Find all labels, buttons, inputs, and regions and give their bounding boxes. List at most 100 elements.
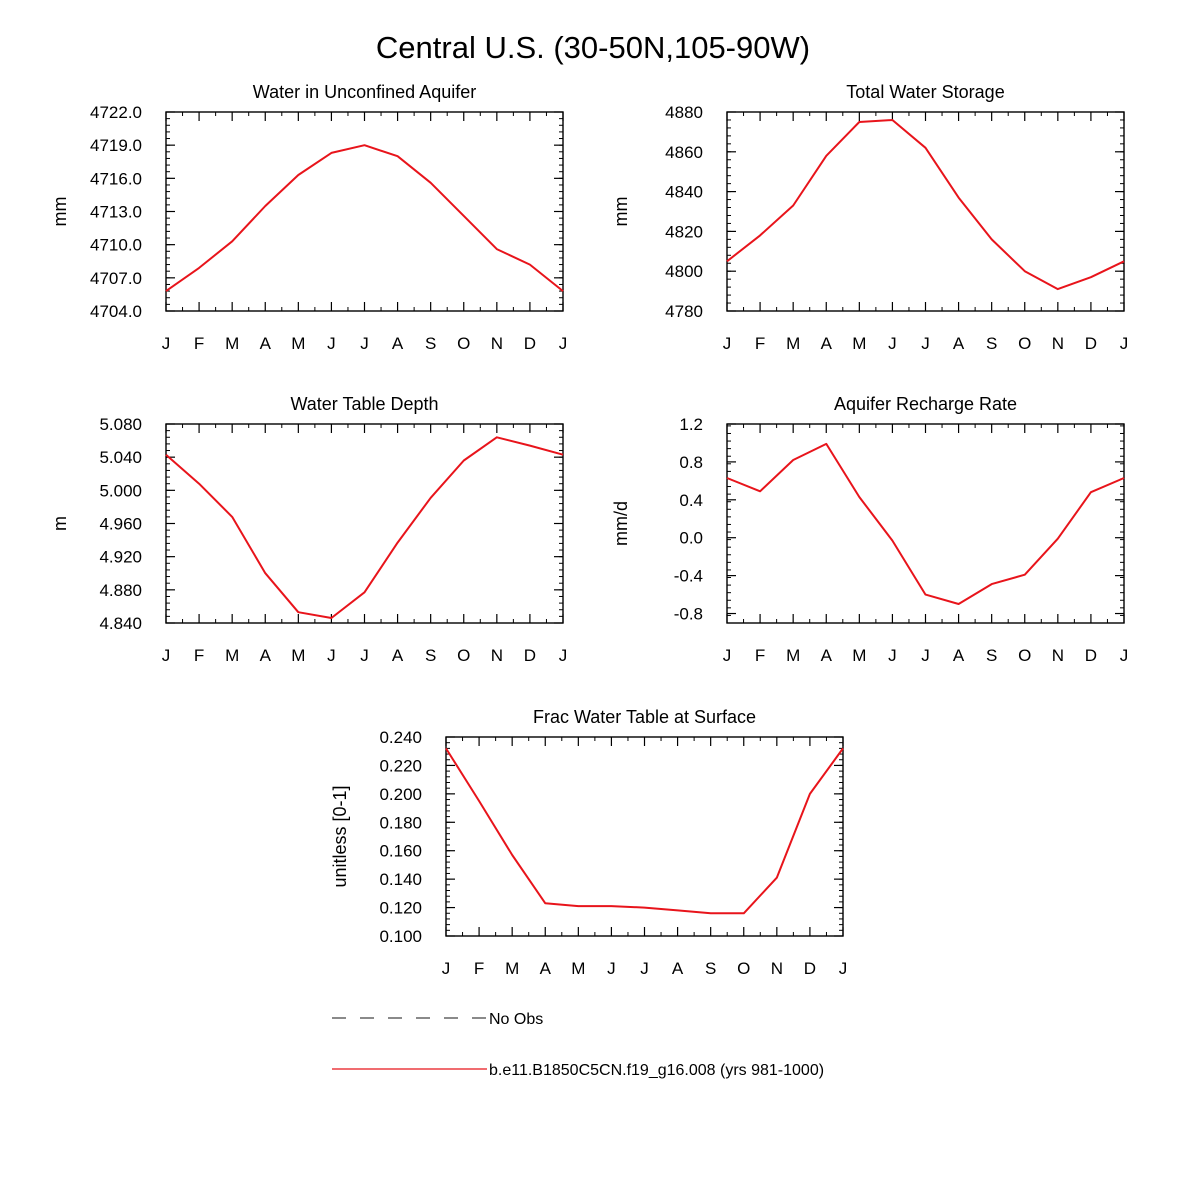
x-tick-label: A — [821, 646, 833, 665]
x-tick-label: J — [921, 646, 930, 665]
y-tick-label: 4840 — [665, 183, 703, 202]
x-tick-label: N — [1052, 646, 1064, 665]
series-line — [726, 119, 1125, 291]
series-line — [445, 747, 844, 915]
x-tick-label: J — [607, 959, 616, 978]
x-tick-label: J — [640, 959, 649, 978]
x-tick-label: F — [194, 646, 204, 665]
y-tick-label: 0.120 — [379, 899, 422, 918]
x-tick-label: N — [1052, 334, 1064, 353]
x-tick-label: J — [723, 646, 732, 665]
y-tick-label: 4.920 — [99, 548, 142, 567]
y-tick-label: 0.180 — [379, 813, 422, 832]
y-tick-label: 4.880 — [99, 581, 142, 600]
series-line — [165, 144, 564, 292]
x-tick-label: D — [1085, 334, 1097, 353]
y-tick-label: 4.840 — [99, 614, 142, 633]
x-tick-label: J — [327, 646, 336, 665]
x-tick-label: F — [474, 959, 484, 978]
y-tick-label: 4880 — [665, 103, 703, 122]
panel-title: Aquifer Recharge Rate — [834, 394, 1017, 414]
x-tick-label: F — [194, 334, 204, 353]
y-tick-label: 4713.0 — [90, 203, 142, 222]
x-tick-label: O — [457, 334, 470, 353]
y-tick-label: 5.080 — [99, 415, 142, 434]
x-tick-label: J — [921, 334, 930, 353]
figure-title: Central U.S. (30-50N,105-90W) — [376, 30, 810, 65]
x-tick-label: O — [1018, 646, 1031, 665]
y-tick-label: 4820 — [665, 222, 703, 241]
y-tick-label: 4860 — [665, 143, 703, 162]
x-tick-label: J — [888, 334, 897, 353]
x-tick-label: A — [260, 646, 272, 665]
y-tick-label: 0.220 — [379, 756, 422, 775]
panel-title: Water in Unconfined Aquifer — [253, 82, 476, 102]
x-tick-label: J — [327, 334, 336, 353]
y-tick-label: 0.4 — [679, 491, 703, 510]
x-tick-label: J — [360, 646, 369, 665]
panel-title: Total Water Storage — [846, 82, 1004, 102]
series-line — [165, 436, 564, 619]
y-tick-label: 4707.0 — [90, 269, 142, 288]
legend-label-model: b.e11.B1850C5CN.f19_g16.008 (yrs 981-100… — [489, 1062, 824, 1079]
x-tick-label: J — [360, 334, 369, 353]
x-tick-label: J — [559, 334, 568, 353]
y-tick-label: 4722.0 — [90, 103, 142, 122]
y-tick-label: 0.240 — [379, 728, 422, 747]
x-tick-label: D — [804, 959, 816, 978]
y-tick-label: 0.200 — [379, 785, 422, 804]
plot-frame — [165, 111, 564, 312]
y-tick-label: 4719.0 — [90, 136, 142, 155]
y-axis-label: mm/d — [611, 501, 631, 546]
y-tick-label: 0.100 — [379, 927, 422, 946]
x-tick-label: M — [786, 646, 800, 665]
x-tick-label: D — [524, 646, 536, 665]
x-tick-label: O — [737, 959, 750, 978]
x-tick-label: J — [162, 334, 171, 353]
x-tick-label: D — [1085, 646, 1097, 665]
y-tick-label: 0.160 — [379, 842, 422, 861]
x-tick-label: A — [392, 646, 404, 665]
y-tick-label: 0.8 — [679, 453, 703, 472]
x-tick-label: A — [540, 959, 552, 978]
x-tick-label: M — [852, 334, 866, 353]
y-tick-label: 0.140 — [379, 870, 422, 889]
plot-frame — [445, 736, 844, 937]
x-tick-label: J — [162, 646, 171, 665]
y-tick-label: 0.0 — [679, 529, 703, 548]
x-tick-label: J — [1120, 646, 1129, 665]
legend-label-no-obs: No Obs — [489, 1011, 543, 1028]
x-tick-label: S — [986, 646, 997, 665]
y-axis-label: unitless [0-1] — [330, 785, 350, 887]
y-axis-label: m — [50, 516, 70, 531]
y-tick-label: 4716.0 — [90, 169, 142, 188]
x-tick-label: M — [852, 646, 866, 665]
x-tick-label: F — [755, 646, 765, 665]
legend: No Obs b.e11.B1850C5CN.f19_g16.008 (yrs … — [332, 1011, 824, 1079]
x-tick-label: M — [571, 959, 585, 978]
x-tick-label: J — [888, 646, 897, 665]
y-tick-label: 4780 — [665, 302, 703, 321]
x-tick-label: A — [260, 334, 272, 353]
y-tick-label: -0.4 — [674, 567, 703, 586]
panel-title: Water Table Depth — [290, 394, 438, 414]
y-tick-label: 5.040 — [99, 448, 142, 467]
y-axis-label: mm — [611, 197, 631, 227]
x-tick-label: N — [771, 959, 783, 978]
x-tick-label: M — [225, 646, 239, 665]
x-tick-label: J — [1120, 334, 1129, 353]
x-tick-label: J — [442, 959, 451, 978]
series-line — [726, 442, 1125, 605]
y-tick-label: 4800 — [665, 262, 703, 281]
x-tick-label: O — [1018, 334, 1031, 353]
x-tick-label: J — [839, 959, 848, 978]
y-tick-label: 1.2 — [679, 415, 703, 434]
x-tick-label: N — [491, 646, 503, 665]
x-tick-label: A — [672, 959, 684, 978]
x-tick-label: M — [786, 334, 800, 353]
y-tick-label: 4.960 — [99, 515, 142, 534]
x-tick-label: S — [425, 646, 436, 665]
x-tick-label: S — [705, 959, 716, 978]
